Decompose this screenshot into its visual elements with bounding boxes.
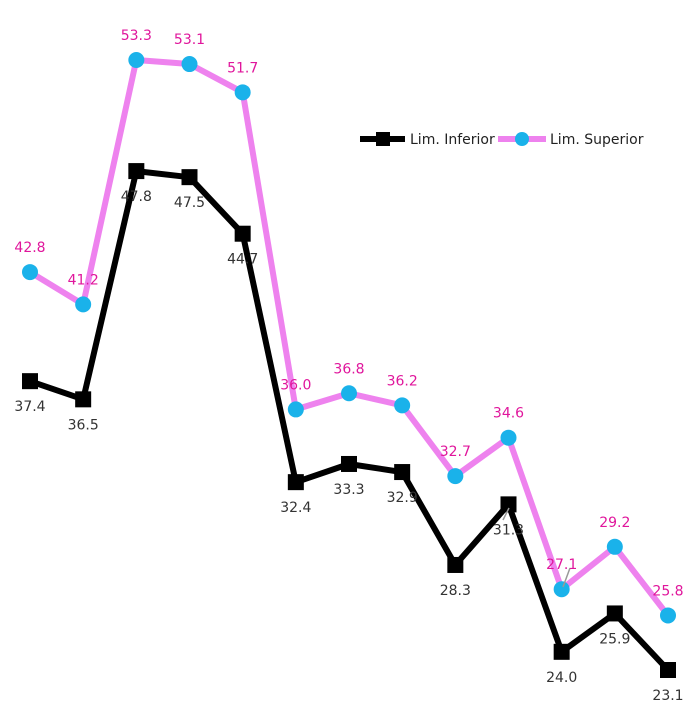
data-point-superior (500, 429, 517, 446)
data-label-superior: 36.2 (387, 373, 418, 389)
data-point-superior (660, 607, 676, 624)
series-line-inferior (29, 168, 671, 673)
data-point-inferior (128, 163, 145, 180)
data-point-inferior (287, 474, 304, 491)
data-point-inferior (447, 556, 464, 573)
series-inferior (22, 163, 676, 678)
data-label-superior: 27.1 (546, 557, 577, 573)
data-point-inferior (394, 464, 411, 481)
data-point-superior (447, 468, 464, 485)
data-point-inferior (341, 455, 357, 472)
data-label-superior: 42.8 (14, 240, 45, 256)
data-label-superior: 53.3 (121, 28, 152, 44)
leader-line (502, 507, 510, 521)
legend: Lim. Inferior Lim. Superior (360, 132, 644, 148)
data-label-inferior: 32.9 (387, 490, 418, 506)
data-point-superior (234, 84, 251, 101)
data-label-inferior: 47.8 (121, 189, 152, 205)
data-label-inferior: 25.9 (599, 631, 630, 647)
data-label-superior: 53.1 (174, 32, 205, 48)
leader-line (562, 567, 571, 588)
data-point-inferior (234, 225, 251, 242)
data-point-inferior (553, 643, 570, 660)
data-label-inferior: 37.4 (14, 399, 45, 415)
data-label-superior: 32.7 (440, 444, 471, 460)
data-point-superior (553, 581, 570, 598)
data-point-superior (341, 385, 357, 402)
legend-item-superior: Lim. Superior (498, 132, 644, 148)
data-point-superior (128, 52, 145, 68)
legend-label-superior: Lim. Superior (550, 132, 644, 148)
data-point-superior (606, 538, 623, 555)
data-label-superior: 41.2 (68, 272, 99, 288)
data-label-superior: 29.2 (599, 515, 630, 531)
data-label-superior: 51.7 (227, 60, 258, 76)
data-label-layer: 37.4 36.5 47.8 47.5 44.7 32.4 33.3 32.9 28.3 31.3… (14, 28, 683, 704)
legend-swatch-inferior-marker (376, 132, 390, 146)
series-superior (22, 52, 676, 624)
data-point-superior (22, 264, 38, 281)
legend-item-inferior: Lim. Inferior (360, 132, 495, 148)
data-point-inferior (606, 605, 623, 622)
data-label-inferior: 44.7 (227, 252, 258, 268)
data-point-superior (394, 397, 411, 414)
data-label-inferior: 23.1 (652, 688, 683, 704)
data-point-inferior (22, 373, 38, 390)
data-label-superior: 36.8 (333, 361, 364, 377)
legend-label-inferior: Lim. Inferior (410, 132, 495, 148)
data-label-inferior: 24.0 (546, 670, 577, 686)
data-point-inferior (500, 496, 517, 513)
data-point-inferior (660, 662, 676, 678)
data-point-superior (75, 296, 92, 313)
data-label-superior: 34.6 (493, 406, 524, 422)
data-label-inferior: 36.5 (68, 417, 99, 433)
data-point-inferior (181, 169, 198, 186)
series-layer (22, 52, 676, 678)
data-label-inferior: 47.5 (174, 195, 205, 211)
data-point-superior (287, 401, 304, 418)
data-label-inferior: 33.3 (333, 482, 364, 498)
data-label-inferior: 28.3 (440, 583, 471, 599)
data-point-superior (181, 56, 198, 73)
data-label-inferior: 31.3 (493, 522, 524, 538)
data-label-superior: 25.8 (652, 583, 683, 599)
legend-swatch-superior-marker (515, 132, 529, 146)
data-label-superior: 36.0 (280, 377, 311, 393)
data-label-inferior: 32.4 (280, 500, 311, 516)
data-point-inferior (75, 391, 92, 408)
